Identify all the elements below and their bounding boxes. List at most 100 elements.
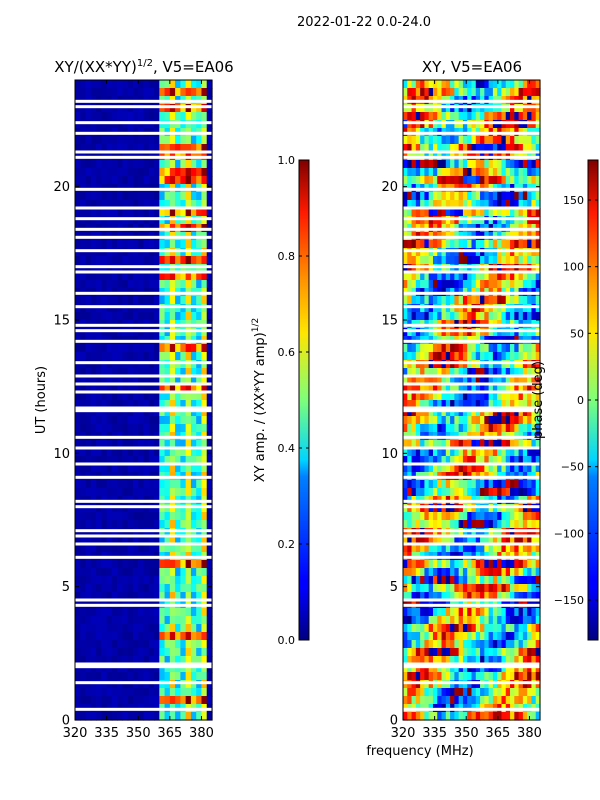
heatmap-cell <box>90 464 97 473</box>
heatmap-cell <box>169 376 176 385</box>
heatmap-cell <box>169 160 176 169</box>
flagged-gap-row <box>403 598 540 602</box>
heatmap-cell <box>505 208 511 217</box>
heatmap-cell <box>420 104 426 113</box>
heatmap-cell <box>190 256 197 265</box>
heatmap-cell <box>122 504 129 513</box>
heatmap-cell <box>420 272 426 281</box>
heatmap-cell <box>514 504 520 513</box>
heatmap-cell <box>518 712 524 721</box>
heatmap-cell <box>458 664 464 673</box>
heatmap-cell <box>111 592 118 601</box>
heatmap-cell <box>75 264 81 273</box>
heatmap-cell <box>106 160 113 169</box>
heatmap-cell <box>175 568 181 577</box>
heatmap-cell <box>80 296 87 305</box>
heatmap-cell <box>85 512 92 521</box>
heatmap-cell <box>143 584 150 593</box>
heatmap-cell <box>480 440 485 449</box>
heatmap-cell <box>497 696 503 705</box>
heatmap-cell <box>111 416 118 425</box>
heatmap-cell <box>101 528 108 537</box>
heatmap-cell <box>462 192 468 201</box>
heatmap-cell <box>190 240 197 249</box>
heatmap-cell <box>85 584 92 593</box>
heatmap-cell <box>535 176 541 185</box>
heatmap-cell <box>117 544 124 553</box>
heatmap-cell <box>143 440 150 449</box>
heatmap-cell <box>527 408 533 417</box>
heatmap-cell <box>445 384 451 393</box>
heatmap-cell <box>169 264 176 273</box>
heatmap-cell <box>169 352 176 361</box>
heatmap-cell <box>432 648 438 657</box>
heatmap-cell <box>154 648 160 657</box>
y-tick-label: 5 <box>62 580 70 595</box>
heatmap-cell <box>480 328 485 337</box>
heatmap-cell <box>514 624 520 633</box>
heatmap-cell <box>424 112 430 121</box>
heatmap-cell <box>90 656 97 665</box>
heatmap-cell <box>175 480 181 489</box>
heatmap-cell <box>454 648 460 657</box>
heatmap-cell <box>441 536 447 545</box>
heatmap-cell <box>75 88 81 97</box>
heatmap-cell <box>480 216 485 225</box>
heatmap-cell <box>488 680 494 689</box>
heatmap-cell <box>462 560 468 569</box>
heatmap-cell <box>143 192 150 201</box>
heatmap-cell <box>510 264 515 273</box>
heatmap-cell <box>475 136 481 145</box>
heatmap-cell <box>407 656 413 665</box>
heatmap-cell <box>505 544 511 553</box>
heatmap-cell <box>138 664 145 673</box>
heatmap-cell <box>492 280 498 289</box>
heatmap-cell <box>514 112 520 121</box>
heatmap-cell <box>480 304 485 313</box>
heatmap-cell <box>101 608 108 617</box>
heatmap-cell <box>432 624 438 633</box>
heatmap-cell <box>85 104 92 113</box>
heatmap-cell <box>148 304 155 313</box>
heatmap-cell <box>492 216 498 225</box>
heatmap-cell <box>505 504 511 513</box>
heatmap-cell <box>201 592 208 601</box>
heatmap-cell <box>101 296 108 305</box>
heatmap-cell <box>454 640 460 649</box>
heatmap-cell <box>206 240 213 249</box>
heatmap-cell <box>428 464 434 473</box>
heatmap-cell <box>518 592 524 601</box>
heatmap-cell <box>132 544 139 553</box>
heatmap-cell <box>450 112 455 121</box>
heatmap-cell <box>80 632 87 641</box>
heatmap-cell <box>96 424 102 433</box>
flagged-gap-row <box>75 681 212 685</box>
heatmap-cell <box>467 352 473 361</box>
amplitude-title-sup: 1/2 <box>137 58 153 69</box>
heatmap-cell <box>132 424 139 433</box>
heatmap-cell <box>148 488 155 497</box>
heatmap-cell <box>106 656 113 665</box>
heatmap-cell <box>475 376 481 385</box>
heatmap-cell <box>522 256 528 265</box>
heatmap-cell <box>101 672 108 681</box>
heatmap-cell <box>467 696 473 705</box>
heatmap-cell <box>175 592 181 601</box>
heatmap-cell <box>514 488 520 497</box>
heatmap-cell <box>185 240 192 249</box>
heatmap-cell <box>441 464 447 473</box>
heatmap-cell <box>497 392 503 401</box>
heatmap-cell <box>475 592 481 601</box>
heatmap-cell <box>85 456 92 465</box>
heatmap-cell <box>85 576 92 585</box>
heatmap-cell <box>514 240 520 249</box>
heatmap-cell <box>450 672 455 681</box>
heatmap-cell <box>403 592 408 601</box>
heatmap-cell <box>206 136 213 145</box>
heatmap-cell <box>407 696 413 705</box>
heatmap-cell <box>531 608 537 617</box>
heatmap-cell <box>467 584 473 593</box>
heatmap-cell <box>127 696 134 705</box>
heatmap-cell <box>148 624 155 633</box>
